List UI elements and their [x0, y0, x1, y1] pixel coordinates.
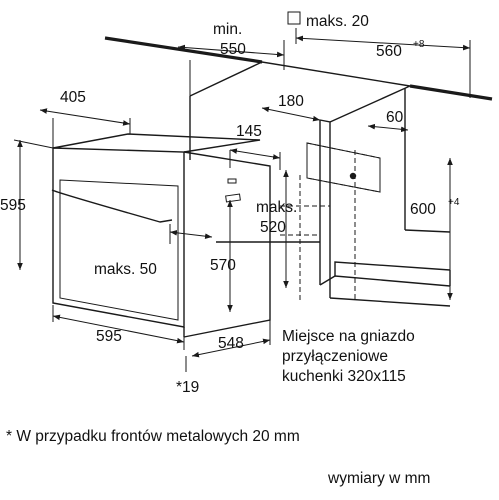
dim-600: 600	[410, 201, 436, 218]
dim-595-width: 595	[96, 328, 122, 345]
dim-600-sup: +4	[448, 197, 460, 208]
socket-note-line-2: przyłączeniowe	[282, 348, 388, 365]
socket-note: Miejsce na gniazdo przyłączeniowe kuchen…	[282, 327, 492, 387]
dim-560-sup: +8	[413, 39, 425, 50]
dim-min-label: min.	[213, 21, 242, 38]
socket-note-line-3: kuchenki 320x115	[282, 368, 406, 385]
dim-maks-50: maks. 50	[94, 261, 157, 278]
dim-405: 405	[60, 89, 86, 106]
dim-560: 560	[376, 43, 402, 60]
dim-570: 570	[210, 257, 236, 274]
units-note: wymiary w mm	[328, 470, 431, 487]
dim-60: 60	[386, 109, 404, 126]
maks-20-marker	[287, 11, 301, 25]
cabinet-niche	[104, 36, 493, 307]
dim-180: 180	[278, 93, 304, 110]
dim-maks-20: maks. 20	[306, 13, 369, 30]
dim-19: *19	[176, 379, 199, 396]
dim-145: 145	[236, 123, 262, 140]
socket-note-line-1: Miejsce na gniazdo	[282, 328, 415, 345]
dim-595-height: 595	[0, 197, 26, 214]
dim-maks-label: maks.	[256, 199, 297, 216]
dim-550: 550	[220, 41, 246, 58]
oven-handle	[51, 189, 173, 223]
footnote: * W przypadku frontów metalowych 20 mm	[6, 428, 300, 445]
dim-548: 548	[218, 335, 244, 352]
dimension-lines	[13, 11, 471, 372]
oven	[51, 133, 271, 338]
dimension-labels: min. 550 maks. 20 560 +8 405 180 145 60 …	[0, 13, 460, 396]
dim-520: 520	[260, 219, 286, 236]
